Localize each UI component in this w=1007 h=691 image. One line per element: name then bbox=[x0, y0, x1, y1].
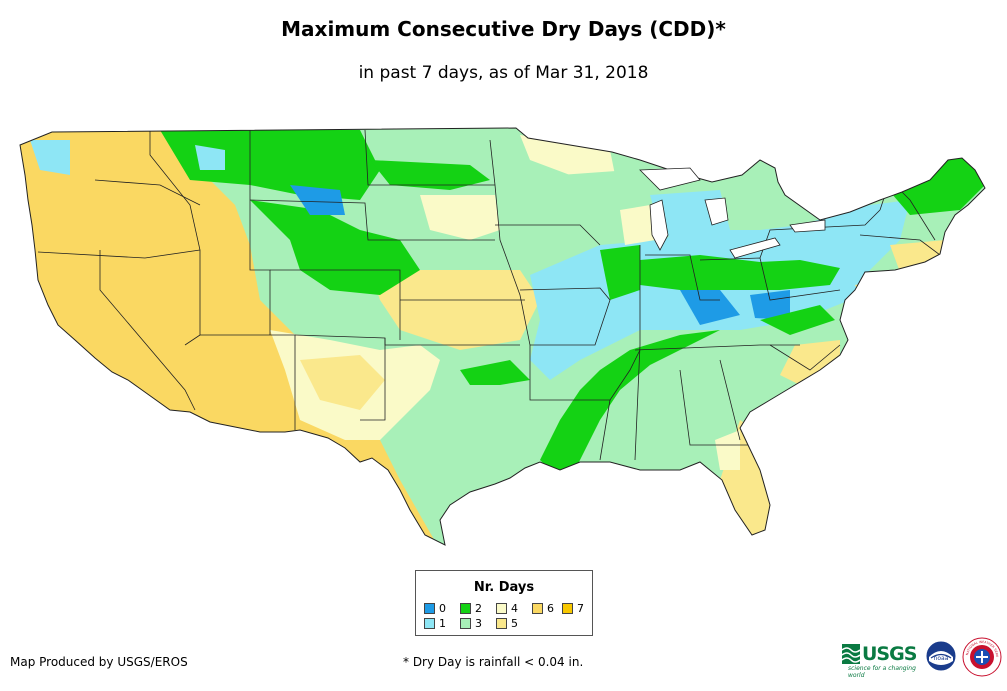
region-fill bbox=[300, 355, 385, 410]
usgs-logo: USGS science for a changing world bbox=[842, 642, 918, 679]
state-border bbox=[360, 338, 386, 421]
region-fill bbox=[680, 290, 740, 325]
legend-title: Nr. Days bbox=[473, 580, 535, 595]
state-border bbox=[540, 349, 641, 401]
usgs-wordmark: USGS bbox=[862, 643, 917, 665]
region-fill bbox=[420, 195, 500, 240]
region-fill bbox=[750, 290, 790, 320]
region-fill bbox=[160, 130, 380, 200]
lake-huron bbox=[704, 197, 729, 226]
map-credit: Map Produced by USGS/EROS bbox=[10, 655, 188, 669]
legend-label: 6 bbox=[547, 602, 554, 615]
legend-swatch bbox=[460, 618, 471, 629]
region-fill bbox=[30, 140, 70, 175]
state-border bbox=[634, 245, 641, 461]
lake-erie bbox=[729, 237, 781, 259]
state-border bbox=[37, 249, 201, 259]
legend-label: 2 bbox=[475, 602, 482, 615]
state-border bbox=[679, 369, 750, 446]
state-border bbox=[769, 344, 841, 371]
state-border bbox=[519, 287, 611, 346]
usgs-tagline: science for a changing world bbox=[848, 665, 916, 679]
state-border bbox=[645, 254, 720, 301]
legend-label: 5 bbox=[511, 617, 518, 630]
legend-label: 1 bbox=[439, 617, 446, 630]
region-fill bbox=[250, 200, 420, 295]
state-borders bbox=[37, 129, 941, 461]
region-fill bbox=[290, 185, 345, 215]
state-border bbox=[495, 224, 601, 246]
region-fill bbox=[880, 150, 985, 215]
region-fill bbox=[640, 255, 840, 290]
noaa-wordmark: noaa bbox=[934, 655, 949, 662]
region-fill bbox=[600, 245, 640, 300]
region-fill bbox=[620, 205, 655, 245]
legend-label: 3 bbox=[475, 617, 482, 630]
state-border bbox=[249, 199, 495, 241]
region-fill bbox=[370, 270, 540, 350]
state-border bbox=[859, 234, 941, 256]
region-fill bbox=[370, 160, 490, 190]
state-border bbox=[149, 130, 201, 346]
legend: Nr. Days 0 1 2 3 4 5 6 7 bbox=[415, 570, 593, 636]
cdd-map bbox=[19, 127, 986, 546]
legend-swatch bbox=[496, 618, 507, 629]
lake-superior bbox=[639, 167, 701, 191]
lake-ontario bbox=[789, 219, 826, 233]
legend-swatch bbox=[424, 603, 435, 614]
legend-swatch bbox=[496, 603, 507, 614]
footnote: * Dry Day is rainfall < 0.04 in. bbox=[403, 655, 584, 669]
lake-michigan bbox=[649, 199, 669, 251]
legend-label: 7 bbox=[577, 602, 584, 615]
state-border bbox=[599, 399, 611, 461]
state-border bbox=[99, 250, 196, 411]
legend-swatch bbox=[460, 603, 471, 614]
region-fill bbox=[195, 145, 225, 170]
region-fill bbox=[460, 360, 530, 385]
legend-swatch bbox=[424, 618, 435, 629]
state-border bbox=[719, 359, 741, 441]
region-fill bbox=[520, 135, 615, 175]
region-fill bbox=[760, 305, 835, 335]
nws-logo: NATIONAL WEATHER SERVICE bbox=[962, 637, 1002, 677]
noaa-logo: noaa bbox=[926, 641, 956, 671]
legend-swatch bbox=[562, 603, 573, 614]
state-border bbox=[364, 129, 495, 186]
state-border bbox=[489, 139, 540, 401]
region-fill bbox=[540, 330, 720, 470]
region-fill bbox=[715, 430, 740, 470]
legend-label: 0 bbox=[439, 602, 446, 615]
map-subtitle: in past 7 days, as of Mar 31, 2018 bbox=[358, 63, 649, 83]
legend-label: 4 bbox=[511, 602, 518, 615]
state-border bbox=[249, 130, 271, 335]
state-border bbox=[634, 344, 800, 351]
map-title: Maximum Consecutive Dry Days (CDD)* bbox=[281, 17, 726, 41]
state-border bbox=[699, 257, 841, 301]
region-fill bbox=[890, 240, 950, 272]
legend-swatch bbox=[532, 603, 543, 614]
us-outline bbox=[19, 127, 986, 546]
usgs-wave-icon bbox=[842, 644, 861, 664]
state-border bbox=[94, 179, 201, 206]
state-border bbox=[270, 269, 401, 340]
region-fill bbox=[855, 275, 910, 305]
